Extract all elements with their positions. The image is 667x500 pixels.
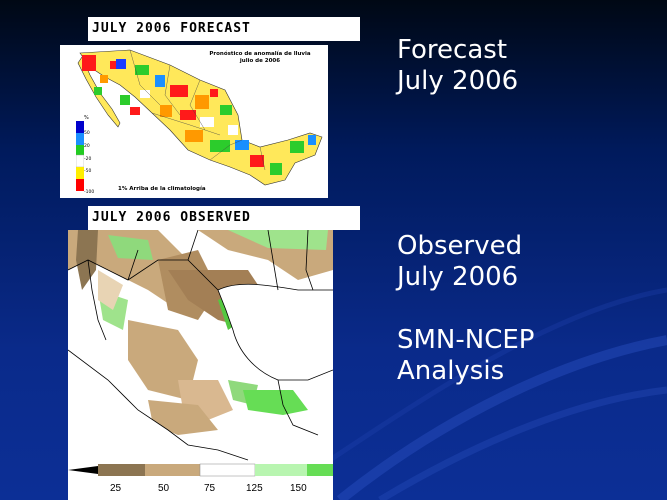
- observed-colorbar-swatch-5: [255, 464, 307, 476]
- forecast-state-lines: [129, 49, 266, 171]
- observed-gulf: [218, 284, 333, 380]
- forecast-legend-swatch-2: [76, 133, 84, 145]
- observed-label: Observed July 2006: [397, 231, 522, 293]
- observed-colorbar: [68, 463, 333, 477]
- observed-colorbar-swatch-2: [98, 464, 145, 476]
- forecast-legend-tick: 50: [84, 131, 90, 136]
- observed-label-line1: Observed: [397, 231, 523, 261]
- source-label: SMN-NCEP Analysis: [397, 325, 534, 387]
- observed-colorbar-swatch-4: [199, 463, 256, 477]
- forecast-legend-tick: -100: [84, 190, 95, 195]
- observed-pacific: [68, 350, 188, 460]
- observed-colorbar-swatch-1: [68, 466, 98, 474]
- source-label-line1: SMN-NCEP: [397, 325, 535, 355]
- forecast-map-title: Pronóstico de anomalía de lluvia julio d…: [200, 51, 320, 65]
- forecast-legend-swatch-5: [76, 167, 84, 179]
- observed-colorbar-tick: 150: [290, 483, 307, 494]
- forecast-legend-tick: -50: [84, 169, 92, 174]
- forecast-legend-swatch-3: [76, 145, 84, 155]
- forecast-label-line2: July 2006: [397, 66, 519, 96]
- source-label-line2: Analysis: [397, 356, 505, 386]
- observed-header: JULY 2006 OBSERVED: [88, 206, 360, 230]
- forecast-header: JULY 2006 FORECAST: [88, 17, 360, 41]
- forecast-mexico-map: [77, 49, 323, 186]
- observed-colorbar-tick: 125: [246, 483, 263, 494]
- forecast-caption: 1% Arriba de la climatología: [118, 186, 206, 192]
- observed-colorbar-swatch-6: [307, 464, 333, 476]
- forecast-map-title-line1: Pronóstico de anomalía de lluvia: [209, 51, 311, 57]
- observed-colorbar-tick: 25: [110, 483, 122, 494]
- forecast-label: Forecast July 2006: [397, 35, 518, 97]
- observed-borders: [68, 230, 333, 461]
- forecast-legend-bar: [76, 121, 84, 191]
- forecast-map-title-line2: julio de 2006: [239, 58, 281, 64]
- forecast-legend-swatch-4: [76, 154, 84, 168]
- observed-map: 25 50 75 125 150: [68, 230, 333, 500]
- forecast-legend-swatch-1: [76, 121, 84, 133]
- forecast-label-line1: Forecast: [397, 35, 508, 65]
- observed-colorbar-swatch-3: [145, 464, 200, 476]
- forecast-legend-unit: %: [84, 115, 89, 121]
- forecast-map: Pronóstico de anomalía de lluvia julio d…: [60, 45, 328, 198]
- forecast-legend-tick: 20: [84, 144, 90, 149]
- forecast-legend-tick: -20: [84, 157, 92, 162]
- observed-colorbar-tick: 75: [204, 483, 216, 494]
- observed-label-line2: July 2006: [397, 262, 519, 292]
- forecast-anomaly-patches: [82, 55, 316, 175]
- observed-colorbar-tick: 50: [158, 483, 170, 494]
- observed-precip-map: [68, 230, 333, 477]
- forecast-legend-swatch-6: [76, 179, 84, 191]
